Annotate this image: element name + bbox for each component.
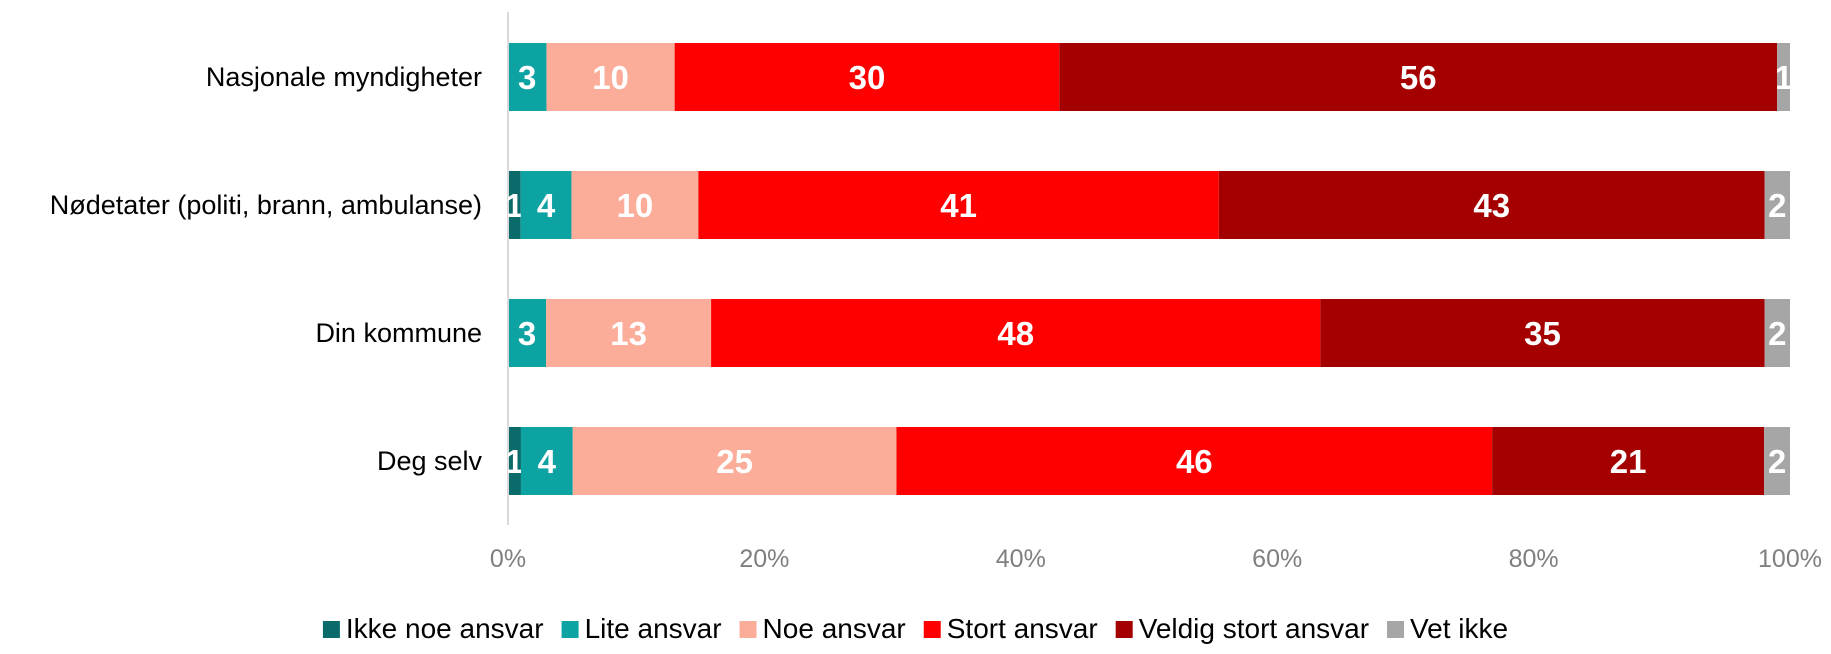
legend-label: Vet ikke <box>1410 613 1508 644</box>
data-label: 2 <box>1768 187 1786 224</box>
x-tick-label: 20% <box>739 545 789 573</box>
legend-swatch <box>1115 621 1133 638</box>
legend-item: Vet ikke <box>1387 613 1508 644</box>
bar-segment <box>572 427 897 495</box>
bar-segment <box>1059 43 1778 111</box>
data-label: 4 <box>537 187 556 224</box>
bar-segment <box>674 43 1060 111</box>
category-label: Nasjonale myndigheter <box>206 62 482 92</box>
x-tick-label: 100% <box>1758 545 1822 573</box>
data-label: 3 <box>518 315 536 352</box>
data-label: 41 <box>940 187 977 224</box>
bar-segment <box>1764 427 1790 495</box>
category-label: Nødetater (politi, brann, ambulanse) <box>50 190 482 220</box>
legend-swatch <box>923 621 941 638</box>
legend-item: Noe ansvar <box>739 613 906 644</box>
legend-label: Veldig stort ansvar <box>1139 613 1369 644</box>
data-label: 10 <box>592 59 629 96</box>
legend-label: Noe ansvar <box>763 613 906 644</box>
data-label: 10 <box>617 187 654 224</box>
bar-segment <box>520 171 572 239</box>
bar-segment <box>711 299 1321 367</box>
data-label: 48 <box>997 315 1034 352</box>
data-label: 25 <box>716 443 753 480</box>
bar-segment <box>698 171 1219 239</box>
legend-swatch <box>1387 621 1405 638</box>
data-label: 3 <box>518 59 536 96</box>
data-label: 2 <box>1768 443 1786 480</box>
bar-segment <box>571 171 699 239</box>
data-label: 30 <box>849 59 886 96</box>
legend-item: Veldig stort ansvar <box>1115 613 1369 644</box>
legend-item: Ikke noe ansvar <box>322 613 544 644</box>
data-label: 13 <box>610 315 647 352</box>
bar-segment <box>520 427 573 495</box>
data-label: 1 <box>1774 59 1792 96</box>
bars-group <box>508 43 1790 495</box>
x-tick-labels: 0% 20% 40% 60% 80% 100% <box>490 545 1822 573</box>
x-tick-label: 0% <box>490 545 526 573</box>
bar-segment <box>1777 43 1790 111</box>
legend-swatch <box>739 621 757 638</box>
legend-label: Ikke noe ansvar <box>346 613 544 644</box>
legend-label: Stort ansvar <box>947 613 1098 644</box>
data-label: 1 <box>505 187 523 224</box>
category-labels: Nasjonale myndigheter Nødetater (politi, … <box>50 62 483 476</box>
data-label: 35 <box>1524 315 1561 352</box>
bar-segment <box>546 299 712 367</box>
data-label: 4 <box>538 443 557 480</box>
legend-label: Lite ansvar <box>585 613 722 644</box>
data-label: 43 <box>1473 187 1510 224</box>
legend-swatch <box>322 621 340 638</box>
bar-segment <box>508 43 547 111</box>
bar-segment <box>508 427 521 495</box>
data-labels: 031030561141041432031348352142546212 <box>505 59 1792 480</box>
bar-segment <box>1492 427 1765 495</box>
bar-segment <box>1218 171 1765 239</box>
category-label: Deg selv <box>377 446 483 476</box>
legend: Ikke noe ansvar Lite ansvar Noe ansvar Stor… <box>322 613 1508 644</box>
x-tick-label: 80% <box>1509 545 1559 573</box>
bar-segment <box>1764 299 1790 367</box>
bar-segment <box>546 43 675 111</box>
bar-segment <box>508 171 521 239</box>
data-label: 56 <box>1400 59 1437 96</box>
data-label: 1 <box>505 443 523 480</box>
bar-segment <box>896 427 1493 495</box>
data-label: 2 <box>1768 315 1786 352</box>
data-label: 21 <box>1610 443 1647 480</box>
x-tick-label: 60% <box>1252 545 1302 573</box>
bar-segment <box>1764 171 1790 239</box>
legend-swatch <box>561 621 579 638</box>
bar-segment <box>1320 299 1765 367</box>
category-label: Din kommune <box>315 318 482 348</box>
legend-item: Stort ansvar <box>923 613 1098 644</box>
bar-segment <box>508 299 547 367</box>
legend-item: Lite ansvar <box>561 613 722 644</box>
data-label: 46 <box>1176 443 1213 480</box>
x-tick-label: 40% <box>996 545 1046 573</box>
